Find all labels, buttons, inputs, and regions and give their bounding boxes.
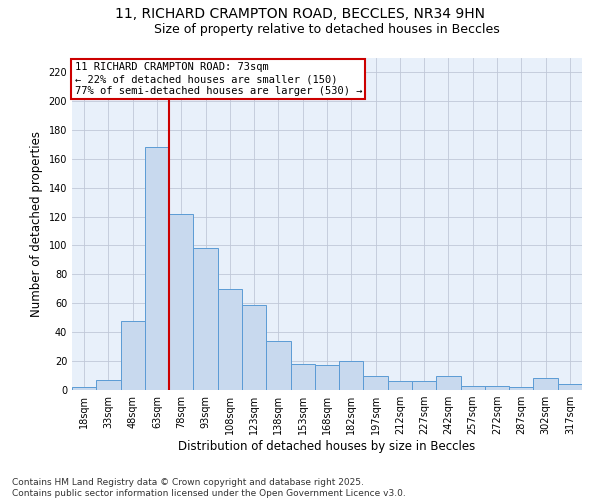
Bar (412, 382, 436, 390)
Bar (485, 386, 509, 390)
Bar (436, 376, 461, 390)
Text: Contains HM Land Registry data © Crown copyright and database right 2025.
Contai: Contains HM Land Registry data © Crown c… (12, 478, 406, 498)
Bar (339, 361, 364, 390)
Bar (96, 380, 121, 390)
Bar (169, 214, 193, 390)
Bar (266, 341, 290, 390)
Bar (121, 320, 145, 390)
Text: 11 RICHARD CRAMPTON ROAD: 73sqm
← 22% of detached houses are smaller (150)
77% o: 11 RICHARD CRAMPTON ROAD: 73sqm ← 22% of… (74, 62, 362, 96)
Y-axis label: Number of detached properties: Number of detached properties (30, 130, 43, 317)
Bar (509, 387, 533, 390)
Bar (533, 378, 558, 390)
Bar (461, 386, 485, 390)
Bar (364, 376, 388, 390)
Title: Size of property relative to detached houses in Beccles: Size of property relative to detached ho… (154, 22, 500, 36)
Bar (242, 304, 266, 390)
Bar (558, 384, 582, 390)
Text: 11, RICHARD CRAMPTON ROAD, BECCLES, NR34 9HN: 11, RICHARD CRAMPTON ROAD, BECCLES, NR34… (115, 8, 485, 22)
Bar (72, 387, 96, 390)
Bar (145, 147, 169, 390)
Bar (315, 366, 339, 390)
Bar (193, 248, 218, 390)
X-axis label: Distribution of detached houses by size in Beccles: Distribution of detached houses by size … (178, 440, 476, 453)
Bar (218, 289, 242, 390)
Bar (290, 364, 315, 390)
Bar (388, 382, 412, 390)
